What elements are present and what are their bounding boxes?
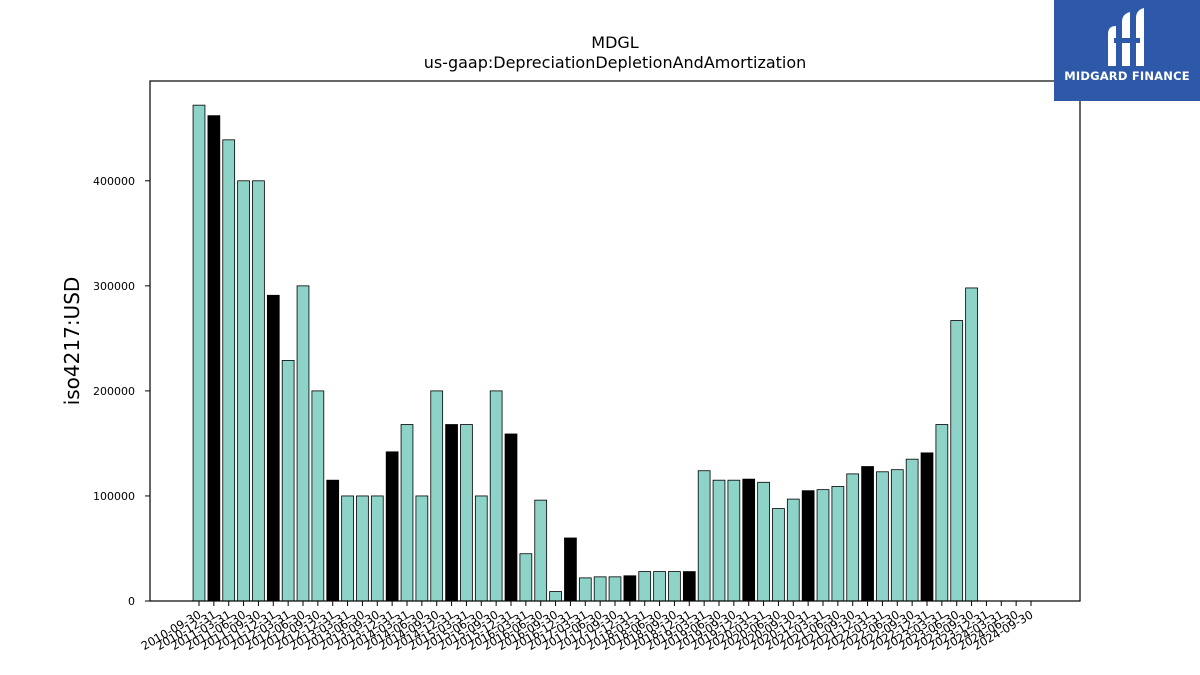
bar-2016-09-30 <box>549 591 562 602</box>
bar-2016-12-31 <box>564 537 577 602</box>
bar-2011-12-31 <box>266 294 280 602</box>
y-axis-label: iso4217:USD <box>60 277 84 406</box>
bar-2013-09-30 <box>370 495 384 602</box>
bar-2021-06-30 <box>831 486 845 602</box>
bar-2022-12-31 <box>920 452 934 602</box>
bar-2020-12-31 <box>801 490 815 602</box>
bar-2023-06-30 <box>950 320 964 602</box>
bar-2013-12-31 <box>385 451 399 602</box>
bar-2014-03-31 <box>400 424 414 602</box>
x-axis-ticks: 2010-09-302010-12-312011-03-312011-06-30… <box>139 601 1036 653</box>
bar-2015-09-30 <box>489 390 503 602</box>
bar-2011-09-30 <box>252 180 265 602</box>
bar-2012-12-31 <box>326 479 340 602</box>
bar-2012-03-31 <box>281 360 295 602</box>
bar-2017-12-31 <box>623 575 637 602</box>
bar-2013-03-31 <box>341 495 354 602</box>
bar-2019-09-30 <box>727 479 741 602</box>
bar-2019-06-30 <box>712 479 726 602</box>
plot-frame <box>149 80 1081 602</box>
bar-2021-12-31 <box>861 466 874 602</box>
bar-2022-03-31 <box>876 471 889 602</box>
bar-2018-12-31 <box>682 571 696 602</box>
bar-2022-09-30 <box>905 458 919 602</box>
y-tick-label: 100000 <box>93 490 135 503</box>
bar-2011-06-30 <box>237 180 250 602</box>
bar-2016-06-30 <box>534 499 548 602</box>
bar-2018-06-30 <box>653 571 666 602</box>
bar-2013-06-30 <box>356 495 369 602</box>
bar-2015-06-30 <box>474 495 488 602</box>
bar-2023-03-31 <box>935 424 949 602</box>
bar-2019-03-31 <box>697 470 711 602</box>
bar-2020-09-30 <box>786 498 800 602</box>
bar-2017-09-30 <box>608 576 622 602</box>
midgard-logo-icon <box>1108 8 1144 66</box>
bar-2010-09-30 <box>192 104 206 602</box>
chart-subtitle: us-gaap:DepreciationDepletionAndAmortiza… <box>424 53 807 72</box>
bar-2010-12-31 <box>207 115 221 602</box>
brand-logo: MIDGARD FINANCE <box>1054 0 1200 101</box>
bar-2021-03-31 <box>816 489 830 602</box>
bar-2015-03-31 <box>460 424 473 602</box>
bar-2014-06-30 <box>415 495 429 602</box>
bar-2018-09-30 <box>668 571 681 602</box>
logo-wordmark: MIDGARD FINANCE <box>1064 69 1190 83</box>
bar-2019-12-31 <box>742 478 756 602</box>
y-tick-label: 400000 <box>93 175 135 188</box>
bar-2018-03-31 <box>638 571 652 602</box>
bar-2021-09-30 <box>846 473 860 602</box>
y-axis-ticks: 0 100000 200000 300000 400000 <box>93 175 150 608</box>
bar-2015-12-31 <box>504 433 518 602</box>
bar-2012-09-30 <box>311 390 325 602</box>
bar-2016-03-31 <box>519 553 533 602</box>
y-tick-label: 300000 <box>93 280 135 293</box>
bar-2020-03-31 <box>757 481 770 602</box>
y-tick-label: 0 <box>128 595 135 608</box>
bar-2017-06-30 <box>593 576 607 602</box>
bar-2020-06-30 <box>772 508 785 602</box>
y-tick-label: 200000 <box>93 385 135 398</box>
bar-2011-03-31 <box>222 139 236 602</box>
bar-2014-09-30 <box>430 390 444 602</box>
bar-2022-06-30 <box>890 469 904 602</box>
bar-2012-06-30 <box>296 285 310 602</box>
bar-2023-09-30 <box>965 287 978 602</box>
chart-title: MDGL <box>591 33 639 52</box>
bars-group <box>192 104 978 602</box>
bar-2017-03-31 <box>578 577 592 602</box>
bar-2014-12-31 <box>445 424 458 602</box>
